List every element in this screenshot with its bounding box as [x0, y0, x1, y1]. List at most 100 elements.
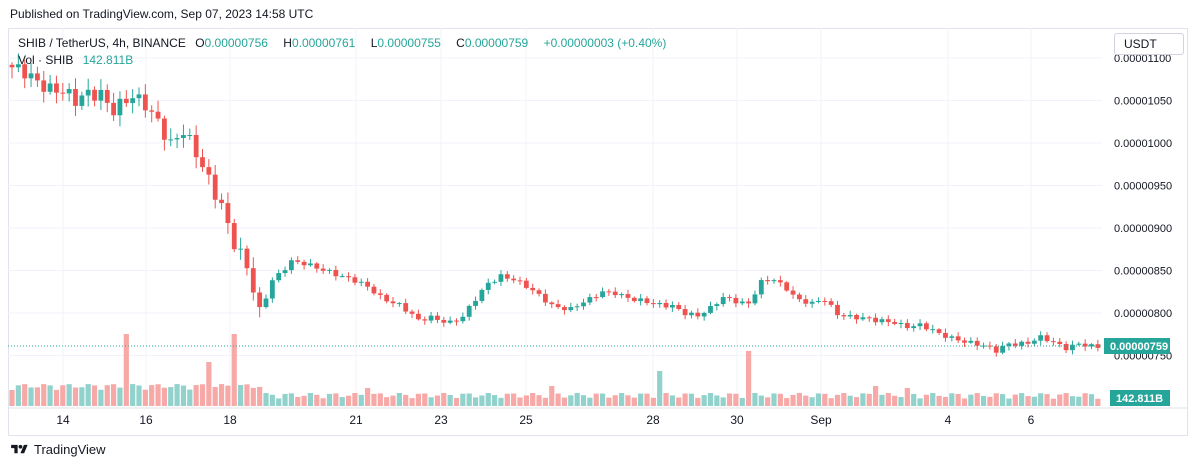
- candle-body: [231, 223, 237, 250]
- candle-body: [581, 302, 586, 307]
- candle-body: [301, 261, 307, 266]
- candle-body: [733, 297, 739, 304]
- candle-body: [1082, 343, 1088, 347]
- volume-bar: [180, 385, 187, 406]
- candle-body: [54, 83, 59, 93]
- candle-body: [771, 280, 777, 282]
- volume-bar: [771, 393, 777, 406]
- candle-body: [485, 282, 491, 290]
- volume-bar: [765, 397, 771, 406]
- volume-bar: [657, 371, 663, 406]
- current-price-tag: 0.00000759: [1104, 338, 1170, 354]
- candle-body: [739, 301, 745, 304]
- volume-bar: [365, 388, 371, 406]
- volume-bar: [809, 397, 815, 406]
- volume-bar: [504, 393, 510, 406]
- volume-bar: [746, 351, 752, 406]
- volume-bar: [485, 393, 491, 406]
- volume-bar: [238, 385, 244, 406]
- volume-bar: [41, 384, 47, 406]
- candle-body: [187, 134, 193, 136]
- candlestick-chart[interactable]: 0.00001100 0.00001050 0.00001000 0.00000950…: [8, 28, 1188, 436]
- candle-body: [574, 306, 580, 308]
- currency-button[interactable]: USDT: [1114, 33, 1184, 55]
- candle-body: [962, 340, 967, 343]
- volume-bar: [580, 395, 587, 406]
- candle-body: [1051, 341, 1056, 343]
- volume-bar: [428, 397, 434, 406]
- volume-bar: [707, 393, 714, 406]
- candle-body: [66, 89, 72, 94]
- volume-bar: [574, 393, 580, 406]
- candle-body: [269, 280, 275, 299]
- change-value: +0.00000003 (+0.40%): [543, 36, 667, 50]
- candle-body: [1057, 341, 1063, 345]
- candle-body: [898, 322, 904, 324]
- price-tick-label: 0.00000950: [1114, 181, 1172, 193]
- candle-body: [422, 319, 428, 321]
- volume-bar: [834, 394, 841, 406]
- candle-body: [396, 303, 402, 305]
- symbol-title[interactable]: SHIB / TetherUS, 4h, BINANCE: [18, 36, 186, 50]
- volume-bar: [593, 393, 599, 406]
- volume-bar: [345, 395, 352, 406]
- candle-body: [358, 281, 364, 283]
- candle-body: [606, 291, 612, 293]
- candle-body: [562, 307, 567, 311]
- volume-bar: [688, 393, 695, 406]
- volume-bar: [777, 393, 783, 406]
- candle-body: [435, 315, 440, 320]
- current-volume-tag: 142.811B: [1110, 390, 1170, 406]
- candle-body: [543, 293, 548, 303]
- brand-name[interactable]: TradingView: [34, 442, 106, 457]
- candle-body: [1000, 346, 1005, 353]
- volume-bar: [441, 393, 447, 406]
- volume-title[interactable]: Vol · SHIB: [18, 53, 74, 67]
- candle-body: [85, 89, 91, 96]
- volume-bar: [358, 394, 364, 406]
- candle-body: [104, 89, 110, 103]
- candle-body: [517, 280, 523, 282]
- volume-bar: [631, 397, 637, 406]
- volume-bar: [803, 395, 809, 406]
- volume-bar: [269, 394, 275, 406]
- open-value: 0.00000756: [204, 36, 268, 50]
- time-tick-label: 18: [223, 413, 237, 427]
- volume-bar: [142, 389, 148, 406]
- candle-body: [314, 263, 320, 269]
- volume-bar: [371, 393, 377, 406]
- volume-bar: [326, 393, 333, 406]
- time-tick-label: 6: [1028, 413, 1035, 427]
- volume-bar: [752, 393, 758, 406]
- volume-bar: [892, 395, 898, 406]
- candle-body: [473, 300, 478, 306]
- candle-body: [1076, 343, 1082, 345]
- candle-body: [136, 94, 142, 99]
- candle-body: [454, 320, 459, 322]
- volume-bar: [288, 393, 294, 406]
- volume-bar: [1088, 394, 1095, 406]
- candle-body: [504, 274, 510, 279]
- low-value: 0.00000755: [377, 36, 441, 50]
- candle-body: [346, 276, 351, 278]
- volume-bar: [47, 385, 53, 406]
- candle-body: [73, 89, 78, 106]
- volume-bar: [733, 393, 739, 406]
- time-tick-label: 23: [434, 413, 448, 427]
- candle-body: [174, 138, 180, 140]
- volume-bar: [542, 397, 548, 406]
- volume-bar: [250, 387, 256, 406]
- time-tick-label: 21: [349, 413, 363, 427]
- price-tick-label: 0.00001000: [1114, 138, 1172, 150]
- volume-bar: [53, 389, 60, 406]
- volume-bar: [866, 393, 872, 406]
- volume-bar: [85, 384, 91, 406]
- volume-bar: [187, 389, 193, 406]
- volume-bar: [72, 387, 79, 406]
- volume-bar: [28, 387, 34, 406]
- price-tick-label: 0.00000800: [1114, 308, 1172, 320]
- candle-body: [714, 304, 720, 307]
- volume-bar: [123, 334, 129, 406]
- price-tick-label: 0.00000900: [1114, 223, 1172, 235]
- candle-body: [460, 316, 466, 322]
